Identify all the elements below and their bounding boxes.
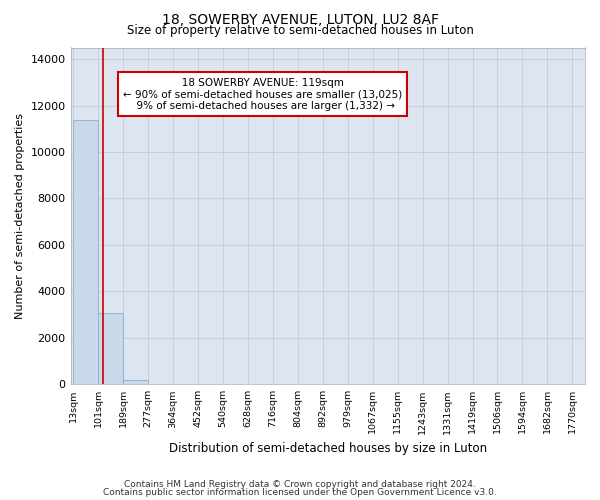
Text: 18, SOWERBY AVENUE, LUTON, LU2 8AF: 18, SOWERBY AVENUE, LUTON, LU2 8AF xyxy=(161,12,439,26)
Bar xyxy=(123,380,148,384)
Bar xyxy=(98,314,123,384)
Bar xyxy=(73,120,98,384)
Text: 18 SOWERBY AVENUE: 119sqm   
← 90% of semi-detached houses are smaller (13,025)
: 18 SOWERBY AVENUE: 119sqm ← 90% of semi-… xyxy=(123,78,402,111)
Text: Size of property relative to semi-detached houses in Luton: Size of property relative to semi-detach… xyxy=(127,24,473,37)
Text: Contains public sector information licensed under the Open Government Licence v3: Contains public sector information licen… xyxy=(103,488,497,497)
Text: Contains HM Land Registry data © Crown copyright and database right 2024.: Contains HM Land Registry data © Crown c… xyxy=(124,480,476,489)
Y-axis label: Number of semi-detached properties: Number of semi-detached properties xyxy=(15,113,25,319)
X-axis label: Distribution of semi-detached houses by size in Luton: Distribution of semi-detached houses by … xyxy=(169,442,487,455)
